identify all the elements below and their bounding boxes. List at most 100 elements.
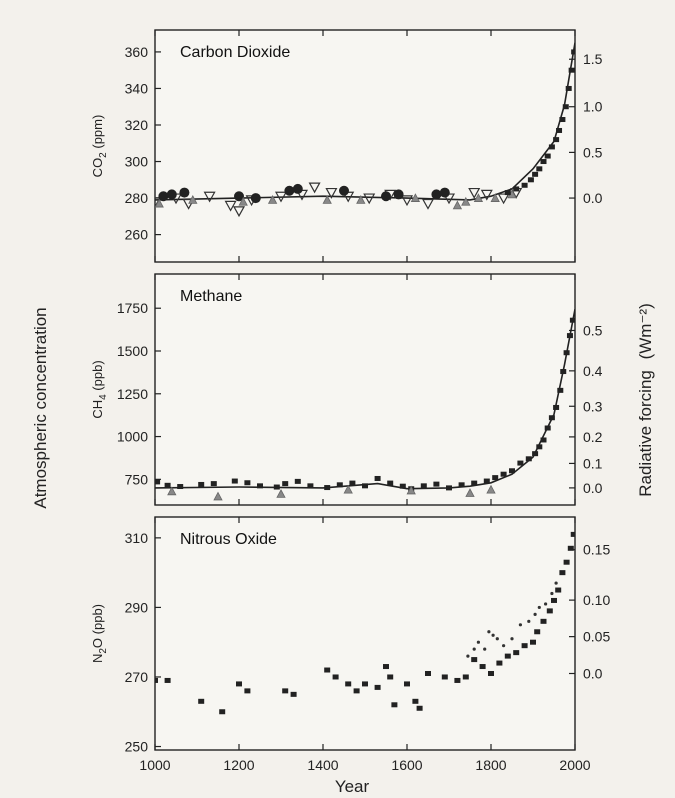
panel-co2-title: Carbon Dioxide <box>180 44 290 61</box>
data-point-square <box>349 480 356 486</box>
data-point-triangle-up <box>343 484 353 494</box>
data-point-circle <box>284 185 295 196</box>
data-point-dot <box>518 623 523 627</box>
right-tick-label: 0.2 <box>583 429 603 445</box>
data-point-square <box>391 702 398 708</box>
data-point-triangle-up <box>238 196 248 206</box>
y-tick-label: 750 <box>125 471 149 487</box>
data-point-square <box>412 698 419 704</box>
data-point-square <box>332 674 339 680</box>
data-point-circle <box>158 191 169 202</box>
data-point-square <box>555 587 562 593</box>
y-tick-label: 270 <box>125 669 149 685</box>
data-point-square <box>446 485 452 491</box>
ylabel-unit: (ppm) <box>90 115 105 153</box>
data-point-triangle-up <box>410 193 421 202</box>
data-point-square <box>540 437 547 443</box>
data-point-dot <box>487 630 491 634</box>
data-point-triangle-up <box>461 196 471 206</box>
data-point-square <box>570 531 575 537</box>
data-point-square <box>548 144 555 150</box>
data-point-square <box>563 559 570 565</box>
data-point-square <box>553 137 560 143</box>
data-point-dot <box>554 581 558 585</box>
right-tick-label: 0.0 <box>583 480 603 496</box>
data-point-square <box>433 481 440 487</box>
data-point-square <box>345 681 352 687</box>
right-tick-label: 0.0 <box>583 190 603 206</box>
left-axis-label: Atmospheric concentration <box>31 307 50 508</box>
right-tick-label: 0.5 <box>583 144 603 160</box>
data-point-circle <box>292 183 303 194</box>
y-tick-label: 280 <box>125 190 149 206</box>
data-point-triangle-up <box>452 200 463 210</box>
data-point-square <box>556 127 563 133</box>
panel-n2o-data <box>155 531 575 715</box>
data-point-circle <box>250 193 261 204</box>
data-point-triangle-up <box>155 198 164 208</box>
data-point-square <box>164 482 171 488</box>
ylabel-unit: O (ppb) <box>90 604 105 648</box>
data-point-triangle-down <box>468 187 481 199</box>
data-point-dot <box>544 602 548 606</box>
data-point-dot <box>472 647 476 651</box>
data-point-triangle-up <box>486 484 496 494</box>
data-point-triangle-up <box>473 193 484 202</box>
data-point-square <box>471 480 478 486</box>
right-tick-label: 0.3 <box>583 398 603 414</box>
panel-ch4: 750 1000 1250 1500 1750 0.0 0.1 0.2 0.3 0.4 0.5 Met… <box>90 273 603 506</box>
data-point-square <box>479 664 486 670</box>
data-point-square <box>569 317 575 323</box>
data-point-square <box>559 570 566 576</box>
data-point-square <box>198 698 205 704</box>
right-axis-label: Radiative forcing (Wm⁻²) <box>636 303 655 497</box>
data-point-triangle-down <box>421 198 435 210</box>
data-point-dot <box>510 637 514 641</box>
data-point-dot <box>495 637 499 641</box>
right-tick-label: 0.10 <box>583 592 610 608</box>
panel-ch4-frame <box>154 273 576 506</box>
data-point-triangle-up <box>167 486 177 496</box>
right-tick-label: 0.15 <box>583 542 610 558</box>
panel-co2-frame <box>154 29 576 263</box>
data-point-square <box>517 460 524 466</box>
data-point-square <box>290 691 297 697</box>
chart-panels: 260 280 300 320 340 360 0.0 0.5 1.0 1.5 Carbon Dio… <box>90 29 610 773</box>
right-tick-label: 0.1 <box>583 455 603 471</box>
data-point-square <box>504 190 511 196</box>
panel-n2o-frame <box>154 516 576 751</box>
data-point-square <box>387 480 394 486</box>
y-tick-label: 340 <box>125 80 149 96</box>
ylabel-subscript: 2 <box>98 152 109 158</box>
data-point-square <box>273 484 280 490</box>
data-point-square <box>177 484 184 490</box>
data-point-square <box>560 369 567 375</box>
data-point-triangle-up <box>406 485 416 495</box>
panel-co2-ylabel: CO2 (ppm) <box>90 115 109 178</box>
panel-ch4-title: Methane <box>180 288 242 305</box>
data-point-square <box>282 481 289 487</box>
ylabel-main: CH <box>90 400 105 419</box>
y-tick-label: 1000 <box>117 429 148 445</box>
y-tick-label: 1750 <box>117 300 148 316</box>
data-point-square <box>536 444 543 450</box>
data-point-square <box>399 483 406 489</box>
x-tick-label: 1200 <box>223 757 254 773</box>
data-point-dot <box>476 640 480 644</box>
data-point-triangle-down <box>497 193 510 205</box>
data-point-circle <box>179 187 190 198</box>
panel-ch4-ylabel: CH4 (ppb) <box>90 360 109 418</box>
x-tick-label: 1000 <box>139 757 170 773</box>
y-tick-label: 1250 <box>117 386 148 402</box>
data-point-square <box>198 481 205 487</box>
data-point-square <box>210 481 217 487</box>
data-point-square <box>544 425 551 431</box>
data-point-square <box>164 677 171 683</box>
data-point-dot <box>491 633 495 637</box>
panel-co2-data <box>155 42 575 218</box>
data-point-circle <box>393 189 404 200</box>
data-point-square <box>551 597 557 603</box>
data-point-square <box>563 350 570 356</box>
data-point-square <box>534 629 541 635</box>
